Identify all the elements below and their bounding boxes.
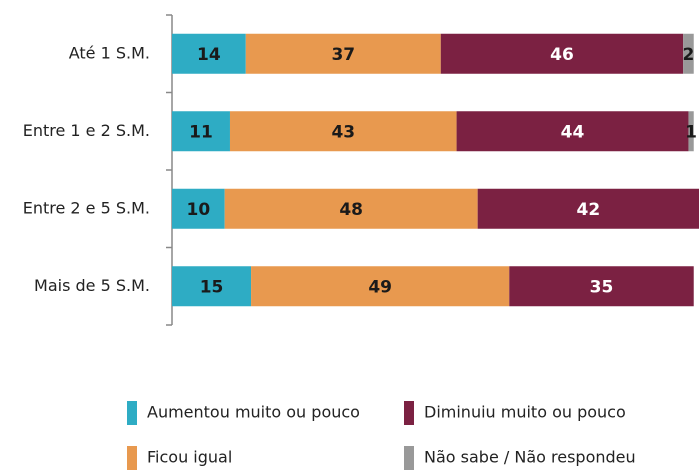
y-tick-label: Mais de 5 S.M. — [34, 276, 150, 295]
legend-swatch — [404, 446, 414, 470]
bar-segment — [172, 266, 252, 307]
data-label: 2 — [683, 45, 695, 65]
data-label: 11 — [189, 122, 213, 142]
bar-segment — [172, 111, 230, 152]
bar-segment — [509, 266, 694, 307]
data-label: 48 — [339, 200, 363, 220]
bar-segment — [440, 33, 684, 74]
bar-segment — [224, 188, 478, 229]
y-tick-label: Entre 1 e 2 S.M. — [23, 121, 150, 140]
data-label: 46 — [550, 45, 574, 65]
legend-label: Ficou igual — [147, 448, 232, 467]
legend-swatch — [404, 401, 414, 425]
data-label: 37 — [331, 45, 355, 65]
data-label: 15 — [200, 277, 224, 297]
bar-segment — [456, 111, 689, 152]
data-label: 44 — [561, 122, 585, 142]
data-label: 43 — [331, 122, 355, 142]
data-label: 10 — [187, 200, 211, 220]
bar-segment — [172, 33, 246, 74]
legend-label: Diminuiu muito ou pouco — [424, 403, 626, 422]
bar-segment — [251, 266, 510, 307]
data-label: 49 — [368, 277, 392, 297]
data-label: 35 — [590, 277, 614, 297]
legend-label: Aumentou muito ou pouco — [147, 403, 360, 422]
data-label: 14 — [197, 45, 221, 65]
bar-segment — [245, 33, 441, 74]
bar-segment — [172, 188, 225, 229]
bar-segment — [688, 111, 694, 152]
bar-segment — [477, 188, 699, 229]
legend-swatch — [127, 446, 137, 470]
legend-label: Não sabe / Não respondeu — [424, 448, 636, 467]
data-label: 42 — [576, 200, 600, 220]
bar-segment — [229, 111, 457, 152]
bar-segment — [683, 33, 694, 74]
y-tick-label: Entre 2 e 5 S.M. — [23, 198, 150, 217]
data-label: 1 — [685, 122, 697, 142]
legend-swatch — [127, 401, 137, 425]
y-tick-label: Até 1 S.M. — [69, 43, 150, 62]
